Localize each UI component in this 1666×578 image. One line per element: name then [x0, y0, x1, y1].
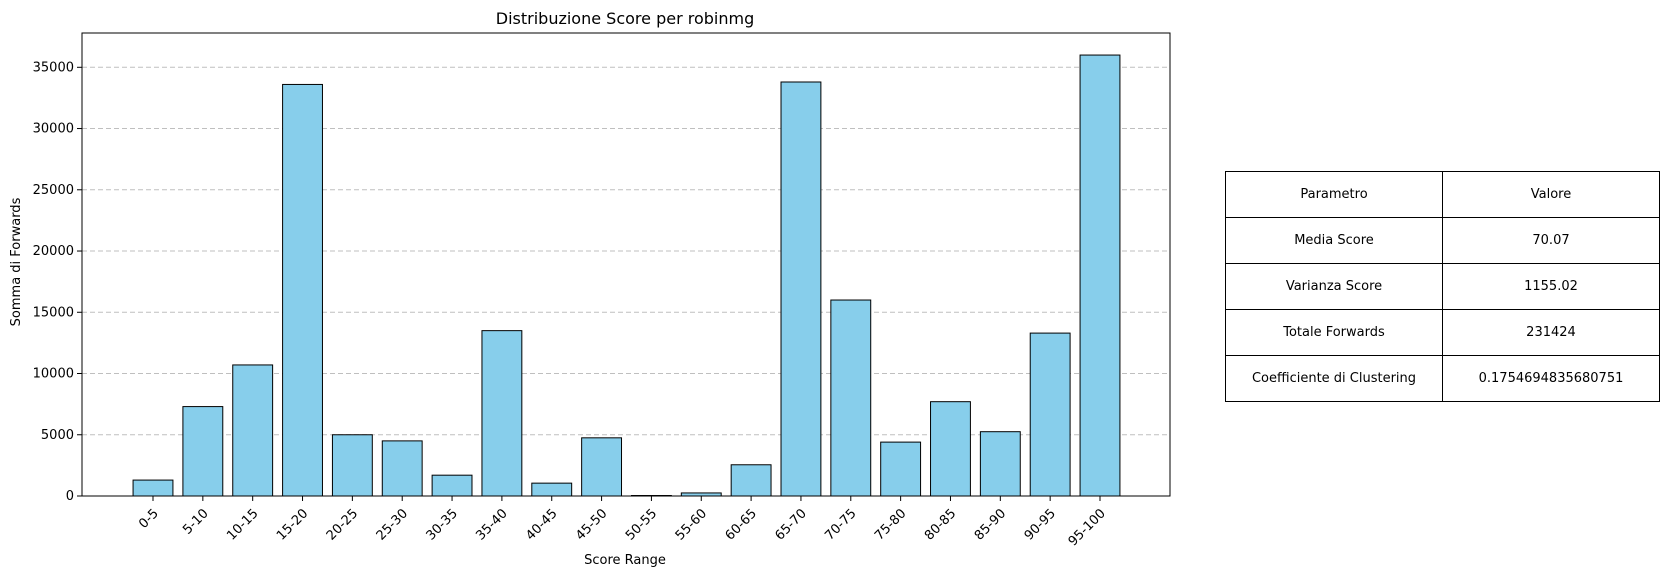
- y-tick-label: 35000: [33, 60, 74, 75]
- x-tick-label: 25-30: [374, 506, 411, 543]
- bars: [132, 54, 1121, 497]
- bar-20-25: [331, 434, 373, 497]
- bar-15-20: [282, 83, 323, 497]
- table-row: Totale Forwards 231424: [1225, 309, 1660, 356]
- table-cell-value: 0.1754694835680751: [1442, 355, 1660, 402]
- y-tick-label: 15000: [33, 305, 74, 320]
- table-cell-value: 231424: [1442, 309, 1660, 356]
- bar-10-15: [232, 364, 274, 497]
- y-tick-label: 5000: [41, 428, 74, 443]
- bar-30-35: [431, 474, 473, 497]
- bar-40-45: [531, 482, 573, 497]
- x-tick-label: 75-80: [872, 506, 909, 543]
- table-cell-parameter: Media Score: [1225, 217, 1443, 264]
- y-tick-label: 10000: [33, 367, 74, 382]
- x-tick-label: 70-75: [822, 506, 859, 543]
- y-tick-label: 30000: [33, 122, 74, 137]
- bar-80-85: [930, 401, 971, 497]
- x-tick-label: 40-45: [523, 506, 560, 543]
- bar-75-80: [880, 441, 922, 497]
- plot-area-frame: [81, 32, 1171, 497]
- x-tick-label: 35-40: [473, 506, 510, 543]
- x-tick-label: 60-65: [723, 506, 760, 543]
- x-tick-label: 45-50: [573, 506, 610, 543]
- x-tick-label: 80-85: [922, 506, 959, 543]
- chart-title: Distribuzione Score per robinmg: [496, 9, 754, 28]
- bar-60-65: [730, 464, 772, 497]
- y-axis-title: Somma di Forwards: [9, 197, 24, 326]
- x-tick-label: 30-35: [424, 506, 461, 543]
- x-axis-title: Score Range: [584, 553, 666, 568]
- bar-45-50: [581, 437, 623, 497]
- x-tick-label: 90-95: [1022, 506, 1059, 543]
- table-row: Varianza Score 1155.02: [1225, 263, 1660, 310]
- y-tick-label: 25000: [33, 183, 74, 198]
- table-row: Media Score 70.07: [1225, 217, 1660, 264]
- table-cell-parameter: Varianza Score: [1225, 263, 1443, 310]
- bar-95-100: [1079, 54, 1121, 497]
- y-tick-label: 20000: [33, 244, 74, 259]
- table-header-cell: Parametro: [1225, 171, 1443, 218]
- bar-5-10: [182, 406, 224, 497]
- bar-85-90: [979, 431, 1021, 497]
- table-cell-value: 70.07: [1442, 217, 1660, 264]
- bar-25-30: [381, 440, 423, 497]
- y-tick-label: 0: [66, 489, 74, 504]
- bar-35-40: [481, 330, 523, 497]
- x-tick-label: 10-15: [224, 506, 261, 543]
- table-header-cell: Valore: [1442, 171, 1660, 218]
- bar-0-5: [132, 479, 174, 497]
- x-tick-label: 50-55: [623, 506, 660, 543]
- table-cell-parameter: Totale Forwards: [1225, 309, 1443, 356]
- table-cell-value: 1155.02: [1442, 263, 1660, 310]
- x-tick-label: 0-5: [136, 506, 162, 532]
- y-axis: 0 5000 10000 15000 20000 25000 30000 35000: [33, 60, 82, 504]
- x-tick-label: 65-70: [772, 506, 809, 543]
- table-row: Coefficiente di Clustering 0.17546948356…: [1225, 355, 1660, 402]
- x-tick-label: 15-20: [274, 506, 311, 543]
- x-tick-label: 5-10: [180, 506, 211, 537]
- x-tick-label: 95-100: [1066, 506, 1109, 549]
- bar-90-95: [1029, 332, 1071, 497]
- x-tick-label: 20-25: [324, 506, 361, 543]
- x-tick-label: 55-60: [673, 506, 710, 543]
- bar-65-70: [780, 81, 822, 497]
- stats-table: Parametro Valore Media Score 70.07 Varia…: [1225, 171, 1660, 402]
- table-header-row: Parametro Valore: [1225, 171, 1660, 218]
- bar-70-75: [830, 299, 872, 497]
- table-cell-parameter: Coefficiente di Clustering: [1225, 355, 1443, 402]
- x-tick-label: 85-90: [972, 506, 1009, 543]
- x-axis: 0-5 5-10 10-15 15-20 20-25 25-30 30-35 35-40 40-…: [136, 496, 1109, 549]
